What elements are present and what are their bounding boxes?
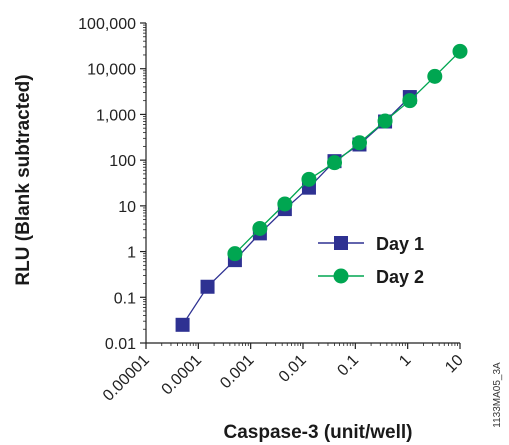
- figure-id: 1133MA05_3A: [492, 362, 503, 428]
- data-point-circle: [227, 246, 243, 262]
- legend-item-2: Day 2: [318, 267, 424, 287]
- series-line: [182, 96, 411, 326]
- y-tick-label: 1,000: [96, 107, 136, 124]
- x-tick-label: 0.00001: [100, 352, 153, 405]
- x-tick-label: 10: [442, 352, 467, 377]
- data-point-circle: [327, 155, 343, 171]
- series-layer: [175, 43, 468, 332]
- data-point-square: [175, 317, 190, 332]
- x-tick-label: 1: [396, 352, 414, 370]
- legend-label: Day 2: [376, 267, 424, 287]
- y-axis: 0.01 0.1 1 10 100 1,000 10,000 100,000: [78, 16, 147, 353]
- x-tick-label: 0.0001: [159, 352, 206, 399]
- legend: Day 1 Day 2: [318, 234, 424, 287]
- y-tick-label: 10,000: [87, 62, 136, 79]
- legend-marker-circle: [333, 268, 349, 284]
- data-point-circle: [351, 135, 367, 151]
- data-point-circle: [277, 196, 293, 212]
- y-tick-label: 10: [118, 199, 136, 216]
- y-tick-label: 100: [109, 153, 136, 170]
- data-point-circle: [402, 93, 418, 109]
- x-axis-title: Caspase-3 (unit/well): [224, 422, 413, 443]
- data-point-circle: [452, 43, 468, 59]
- data-point-circle: [427, 68, 443, 84]
- series-line: [234, 50, 461, 255]
- y-axis-title: RLU (Blank subtracted): [13, 74, 34, 285]
- data-point-circle: [301, 171, 317, 187]
- data-point-square: [200, 279, 215, 294]
- data-point-circle: [252, 220, 268, 236]
- y-tick-label: 100,000: [78, 16, 136, 33]
- y-tick-label: 0.01: [105, 336, 136, 353]
- x-tick-label: 0.1: [334, 352, 362, 380]
- legend-item-1: Day 1: [318, 234, 424, 254]
- legend-marker-square: [334, 236, 348, 250]
- series-2: [227, 43, 468, 262]
- data-point-circle: [377, 113, 393, 129]
- x-tick-label: 0.001: [217, 352, 257, 392]
- legend-label: Day 1: [376, 234, 424, 254]
- y-tick-label: 0.1: [114, 290, 136, 307]
- y-tick-label: 1: [127, 245, 136, 262]
- x-tick-label: 0.01: [276, 352, 310, 386]
- x-axis: 0.00001 0.0001 0.001 0.01 0.1 1 10: [100, 342, 467, 405]
